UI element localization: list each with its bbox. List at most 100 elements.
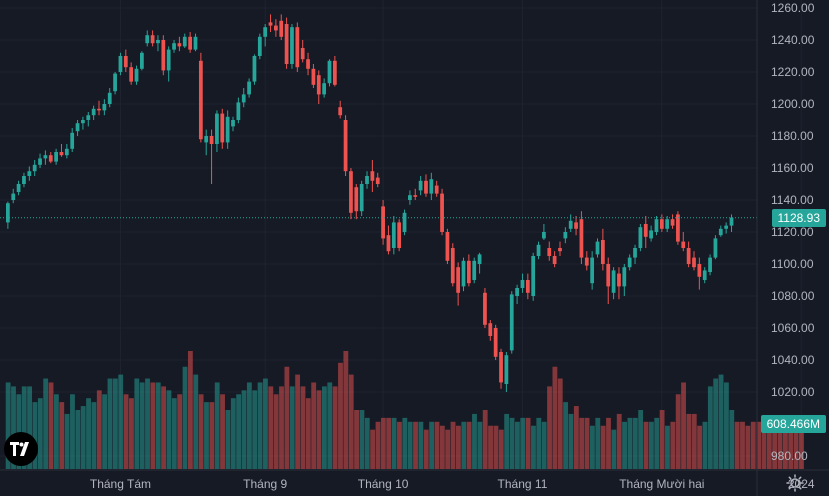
candle-body: [397, 222, 402, 248]
volume-bar: [573, 406, 579, 469]
volume-bar: [11, 386, 16, 469]
volume-bar: [354, 410, 359, 469]
volume-bar: [616, 413, 622, 469]
candle: [322, 78, 327, 98]
candle: [48, 152, 53, 164]
volume-bar: [595, 417, 601, 469]
candle-body: [295, 27, 300, 68]
volume-bar: [289, 386, 295, 469]
candle: [193, 33, 198, 52]
price-tick-label: 1060.00: [771, 321, 815, 335]
time-axis[interactable]: Tháng Tám Tháng 9 Tháng 10 Tháng 11 Tháng Mư…: [0, 469, 829, 491]
candle-body: [547, 248, 552, 256]
volume-bar: [112, 378, 118, 469]
candle: [456, 262, 461, 306]
volume-bar: [659, 410, 665, 469]
candle: [381, 200, 385, 245]
time-tick-label: Tháng 11: [498, 477, 548, 491]
volume-bar: [579, 417, 585, 469]
candle: [418, 176, 423, 196]
candle-body: [182, 36, 187, 47]
candle: [600, 228, 605, 271]
tradingview-logo[interactable]: [4, 432, 38, 466]
price-axis[interactable]: 980.00 1020.00 1040.00 1060.00 1080.00 1100.0…: [756, 0, 815, 496]
volume-bar: [375, 421, 381, 469]
candle: [568, 214, 573, 232]
volume-bar: [482, 410, 488, 469]
candle: [225, 110, 230, 149]
candle: [536, 241, 541, 260]
volume-bar: [466, 421, 472, 469]
volume-bar: [246, 382, 252, 469]
volume-bar: [316, 390, 322, 469]
price-tick-label: 1160.00: [771, 161, 814, 175]
candle-body: [343, 120, 348, 172]
candle-body: [440, 193, 444, 232]
candle-body: [97, 108, 101, 111]
volume-bar: [273, 394, 279, 469]
candle-body: [552, 256, 557, 264]
volume-bar: [198, 394, 204, 469]
volume-bar: [263, 378, 268, 469]
candle-body: [584, 257, 589, 266]
candle-body: [209, 136, 214, 144]
candle: [408, 190, 412, 205]
candle-body: [375, 177, 380, 184]
candle-body: [6, 203, 10, 223]
candle: [525, 273, 530, 300]
candle-body: [638, 227, 643, 248]
volume-bar: [397, 421, 402, 469]
volume-bar: [21, 386, 27, 469]
gear-icon[interactable]: [786, 474, 804, 492]
candle-body: [515, 288, 519, 296]
volume-bar: [777, 429, 783, 469]
candle-body: [686, 248, 691, 264]
candle: [161, 35, 166, 76]
last-volume-label: 608.466M: [760, 414, 826, 433]
candles: [6, 14, 734, 392]
candle-body: [359, 184, 364, 212]
candle-body: [349, 171, 353, 213]
volume-bar: [675, 394, 681, 469]
candle-body: [365, 176, 369, 184]
volume-bar: [472, 413, 477, 469]
candle: [338, 100, 343, 119]
candle-body: [622, 267, 627, 287]
candle-body: [692, 257, 696, 268]
volume-bar: [648, 421, 654, 469]
candle-body: [332, 60, 337, 85]
candle: [386, 225, 391, 255]
volume-bar: [557, 378, 563, 469]
candle-body: [241, 94, 246, 103]
volume-bar: [32, 402, 38, 469]
price-tick-label: 1140.00: [771, 193, 814, 207]
candle: [563, 227, 568, 244]
volume-bar: [702, 421, 708, 469]
last-price-label: 1128.93: [771, 208, 826, 227]
candle-body: [64, 148, 69, 156]
candle: [129, 62, 134, 85]
volume-bar: [477, 421, 483, 469]
price-tick-label: 1040.00: [771, 353, 815, 367]
candle-body: [284, 24, 289, 64]
volume-bar: [563, 402, 569, 469]
volume-bar: [439, 425, 445, 469]
candle-body: [708, 257, 712, 272]
volume-bar: [327, 382, 333, 469]
candle: [172, 40, 176, 53]
candle: [359, 180, 364, 216]
volume-bar: [611, 429, 617, 469]
volume-bar: [681, 382, 686, 469]
candle-body: [300, 48, 305, 60]
volume-bar: [75, 410, 81, 469]
candle-body: [48, 155, 53, 162]
candle: [16, 180, 21, 196]
candle-body: [386, 235, 391, 252]
candle: [343, 115, 348, 176]
candle: [91, 105, 96, 120]
volume-bar: [193, 374, 199, 469]
candle-body: [354, 187, 359, 212]
candle: [6, 201, 10, 229]
candle: [590, 251, 595, 290]
